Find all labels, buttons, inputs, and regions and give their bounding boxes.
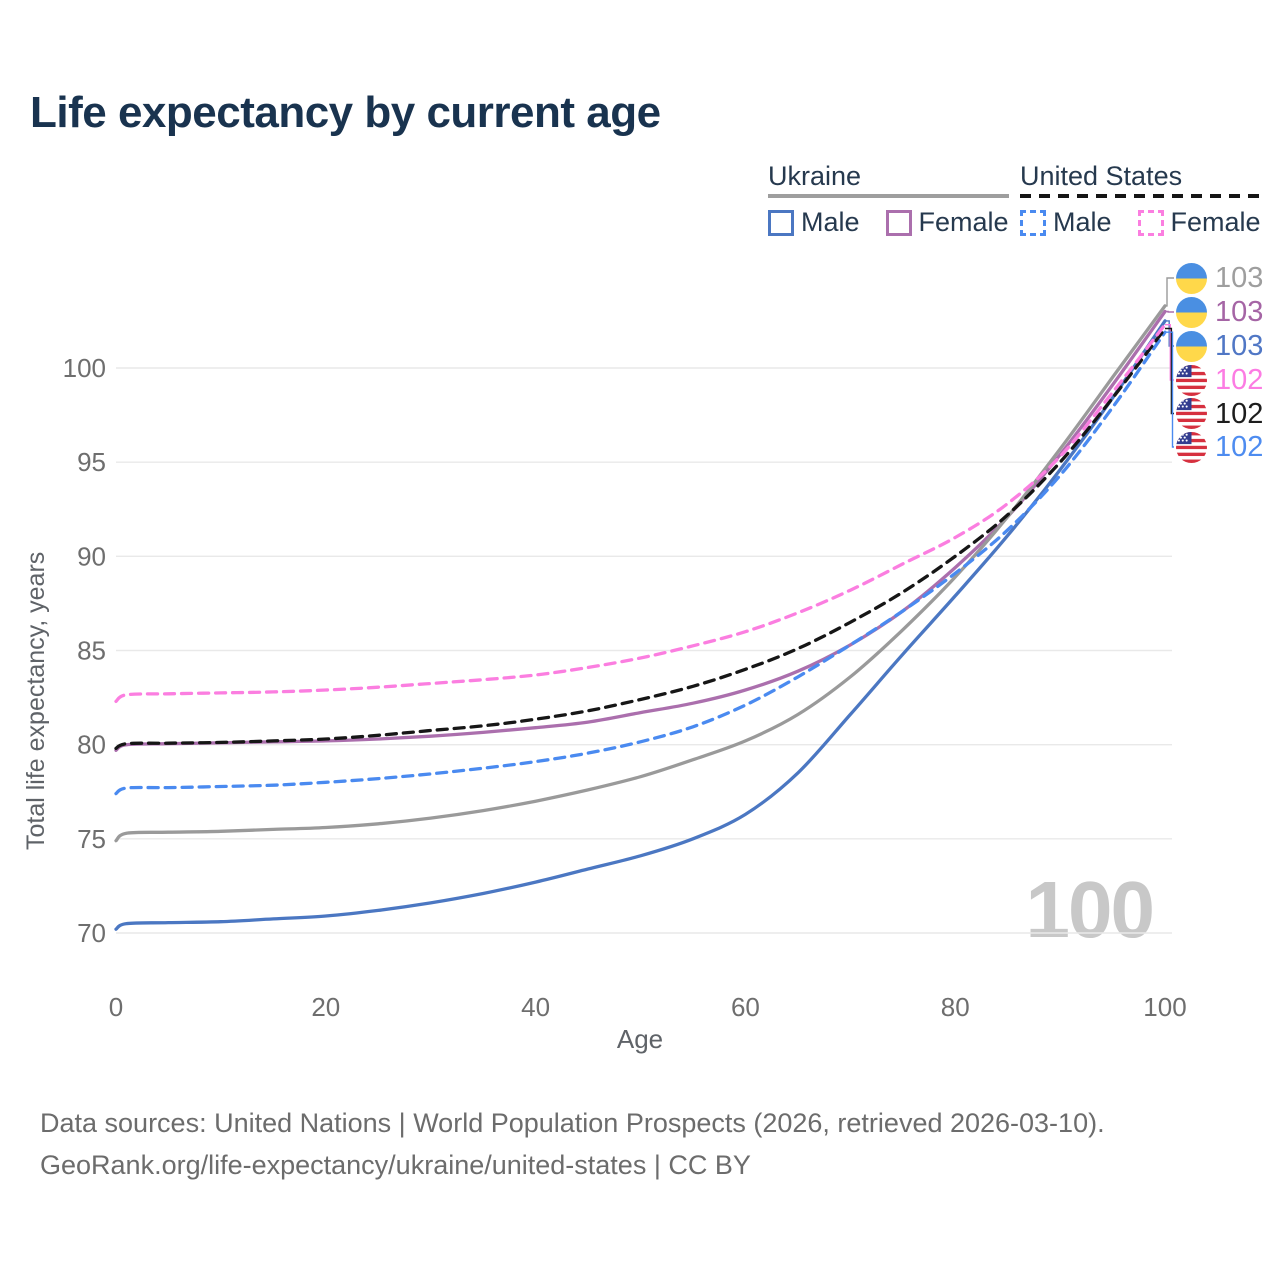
chart-title: Life expectancy by current age — [30, 88, 661, 137]
series-line-us-total[interactable] — [114, 326, 1167, 751]
end-label-connector-ukraine-total — [1165, 277, 1174, 307]
end-label-us-total: 102 — [1176, 398, 1263, 430]
end-label-value-ukraine-male: 103 — [1215, 330, 1264, 362]
y-tick-75: 75 — [77, 824, 106, 854]
y-tick-80: 80 — [77, 730, 106, 760]
legend-group-ukraine: Ukraine Male Female — [768, 161, 1009, 238]
legend-group-ukraine-label[interactable]: Ukraine — [768, 161, 1009, 198]
legend-ukraine-line-swatch — [768, 194, 1009, 198]
x-tick-80: 80 — [941, 992, 970, 1022]
us-flag-icon — [1176, 364, 1207, 396]
footer-url: GeoRank.org/life-expectancy/ukraine/unit… — [40, 1150, 751, 1180]
series-line-ukraine-male[interactable] — [114, 319, 1167, 931]
end-label-connector-ukraine-female — [1165, 310, 1174, 313]
age-watermark: 100 — [1025, 865, 1155, 954]
y-axis-title: Total life expectancy, years — [22, 551, 50, 850]
legend-item-us-female-label: Female — [1170, 207, 1261, 237]
y-tick-90: 90 — [77, 541, 106, 571]
legend-swatch-ukraine-female — [885, 209, 912, 236]
footer: Data sources: United Nations | World Pop… — [40, 1102, 1105, 1186]
end-label-ukraine-female: 103 — [1176, 296, 1263, 328]
series-line-us-male[interactable] — [114, 330, 1167, 796]
end-label-value-ukraine-female: 103 — [1215, 296, 1264, 328]
series-line-ukraine-total[interactable] — [114, 304, 1167, 843]
legend-group-united-states-label[interactable]: United States — [1020, 161, 1261, 198]
legend-group-united-states: United States Male Female — [1020, 161, 1261, 238]
y-tick-100: 100 — [63, 353, 106, 383]
y-tick-85: 85 — [77, 636, 106, 666]
ukraine-flag-icon — [1176, 296, 1207, 328]
end-label-value-us-male: 102 — [1215, 431, 1264, 463]
x-axis-title: Age — [616, 1024, 664, 1054]
x-tick-20: 20 — [311, 992, 340, 1022]
legend-item-us-female[interactable]: Female — [1137, 207, 1261, 238]
x-tick-60: 60 — [731, 992, 760, 1022]
footer-sources: Data sources: United Nations | World Pop… — [40, 1108, 1105, 1138]
legend-united-states-line-swatch — [1020, 194, 1261, 198]
x-tick-100: 100 — [1143, 992, 1186, 1022]
end-label-us-male: 102 — [1176, 431, 1263, 463]
ukraine-flag-icon — [1176, 330, 1207, 362]
end-label-value-us-total: 102 — [1215, 397, 1264, 430]
legend-swatch-us-female — [1137, 209, 1164, 236]
end-label-value-ukraine-total: 103 — [1215, 262, 1264, 294]
x-tick-0: 0 — [109, 992, 123, 1022]
us-flag-icon — [1176, 398, 1207, 429]
legend-group-ukraine-text: Ukraine — [768, 161, 862, 191]
y-tick-70: 70 — [77, 918, 106, 948]
legend-swatch-ukraine-male — [768, 209, 794, 236]
us-flag-icon — [1176, 431, 1207, 463]
legend-item-ukraine-male[interactable]: Male — [768, 207, 860, 238]
legend-item-us-male-label: Male — [1053, 207, 1112, 237]
ukraine-flag-icon — [1176, 262, 1207, 294]
series-line-us-female[interactable] — [114, 323, 1167, 704]
end-label-ukraine-total: 103 — [1176, 262, 1263, 294]
end-label-value-us-female: 102 — [1215, 364, 1264, 396]
end-label-ukraine-male: 103 — [1176, 330, 1263, 362]
legend-item-ukraine-female[interactable]: Female — [885, 207, 1009, 238]
legend-swatch-us-male — [1020, 209, 1046, 236]
legend-item-ukraine-female-label: Female — [918, 207, 1009, 237]
legend-item-us-male[interactable]: Male — [1020, 207, 1112, 238]
end-label-connector-us-male — [1165, 331, 1174, 448]
end-label-us-female: 102 — [1176, 364, 1263, 396]
legend-item-ukraine-male-label: Male — [801, 207, 860, 237]
legend-group-united-states-text: United States — [1020, 161, 1183, 191]
y-tick-95: 95 — [77, 447, 106, 477]
x-tick-40: 40 — [521, 992, 550, 1022]
